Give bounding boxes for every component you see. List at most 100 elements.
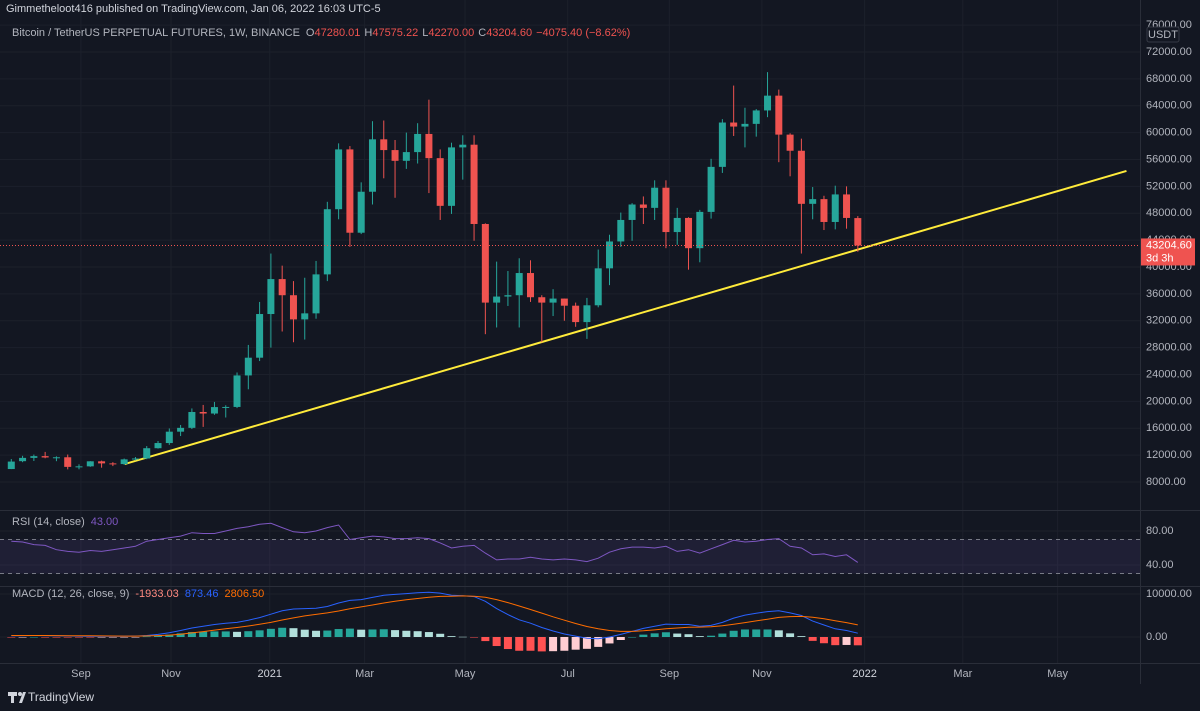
histogram-bar <box>797 636 806 637</box>
candle-body <box>538 297 546 303</box>
candle-body <box>639 204 647 208</box>
histogram-bar <box>786 633 795 637</box>
x-tick-label: Sep <box>71 668 91 680</box>
histogram-bar <box>368 629 377 637</box>
histogram-bar <box>120 636 129 638</box>
y-tick-label: 0.00 <box>1146 631 1167 643</box>
histogram-bar <box>187 632 196 637</box>
candle-body <box>809 199 817 204</box>
histogram-bar <box>131 636 140 638</box>
legend-value: 43204.60 <box>486 27 532 39</box>
candle-body <box>673 217 681 233</box>
brand-logo <box>8 692 26 703</box>
histogram-bar <box>345 628 354 637</box>
histogram-bar <box>707 635 716 637</box>
candle-body <box>98 461 106 464</box>
histogram-bar <box>221 631 230 637</box>
macd-title: MACD (12, 26, close, 9) <box>12 588 129 600</box>
y-tick-label: 32000.00 <box>1146 315 1192 327</box>
rsi-band <box>0 539 1140 574</box>
y-tick-label: 8000.00 <box>1146 476 1186 488</box>
x-tick-label: Jul <box>561 668 575 680</box>
legend-value: 42270.00 <box>428 27 474 39</box>
histogram-bar <box>537 636 546 652</box>
candle-body <box>583 305 591 323</box>
y-tick-label: 10000.00 <box>1146 588 1192 600</box>
candle-body <box>572 305 580 323</box>
histogram-bar <box>481 636 490 642</box>
histogram-bar <box>176 633 185 637</box>
candle-body <box>256 314 264 358</box>
histogram-bar <box>560 636 569 651</box>
y-tick-label: 48000.00 <box>1146 207 1192 219</box>
histogram-bar <box>244 631 253 637</box>
candle-body <box>75 466 83 468</box>
candle-body <box>222 406 230 408</box>
last-price-box <box>1141 238 1195 266</box>
candle-body <box>7 461 15 470</box>
y-tick-label: 36000.00 <box>1146 288 1192 300</box>
legend-value: 47575.22 <box>372 27 418 39</box>
histogram-bar <box>357 629 366 637</box>
histogram-bar <box>695 636 704 637</box>
candle-body <box>515 273 523 296</box>
y-tick-label: 20000.00 <box>1146 395 1192 407</box>
histogram-bar <box>684 634 693 637</box>
histogram-bar <box>661 632 670 637</box>
histogram-bar <box>447 636 456 637</box>
candle-body <box>323 209 331 275</box>
candle-body <box>289 295 297 320</box>
histogram-bar <box>154 635 163 637</box>
candle-body <box>233 375 241 407</box>
y-tick-label: 28000.00 <box>1146 342 1192 354</box>
candle-body <box>188 411 196 428</box>
candle-body <box>30 456 38 458</box>
histogram-bar <box>334 629 343 637</box>
histogram-bar <box>75 636 84 638</box>
candle-body <box>210 407 218 414</box>
candle-body <box>19 457 27 462</box>
candle-body <box>52 457 60 459</box>
candle-body <box>651 187 659 208</box>
histogram-bar <box>752 629 761 637</box>
histogram-bar <box>108 636 117 638</box>
brand: TradingView <box>28 690 94 704</box>
histogram-bar <box>52 636 61 638</box>
histogram-bar <box>650 633 659 637</box>
candle-body <box>797 150 805 204</box>
candle-body <box>560 298 568 306</box>
candle-body <box>459 144 467 148</box>
legend-value: 47280.01 <box>314 27 360 39</box>
histogram-bar <box>673 633 682 637</box>
histogram-bar <box>763 629 772 637</box>
x-tick-label: Mar <box>355 668 374 680</box>
histogram-bar <box>7 636 16 638</box>
histogram-bar <box>808 636 817 641</box>
symbol-legend: Bitcoin / TetherUS PERPETUAL FUTURES, 1W… <box>12 27 630 39</box>
candle-body <box>199 411 207 414</box>
x-tick-label: 2022 <box>852 668 876 680</box>
histogram-value: -1933.03 <box>135 588 178 600</box>
candle-body <box>335 149 343 210</box>
histogram-bar <box>492 636 501 647</box>
symbol-title: Bitcoin / TetherUS PERPETUAL FUTURES, 1W… <box>12 27 300 39</box>
candle-body <box>143 448 151 459</box>
candle-body <box>278 279 286 296</box>
candle-body <box>86 461 94 467</box>
histogram-bar <box>266 628 275 637</box>
candle-body <box>549 298 557 303</box>
y-tick-label: 64000.00 <box>1146 100 1192 112</box>
y-tick-label: 60000.00 <box>1146 127 1192 139</box>
histogram-bar <box>470 636 479 638</box>
macd-line <box>11 591 858 640</box>
histogram-bar <box>255 630 264 637</box>
histogram-bar <box>323 630 332 637</box>
candle-body <box>696 211 704 249</box>
x-tick-label: Mar <box>953 668 972 680</box>
candle-body <box>685 217 693 249</box>
histogram-bar <box>29 636 38 638</box>
candle-body <box>493 296 501 303</box>
histogram-bar <box>571 636 580 650</box>
